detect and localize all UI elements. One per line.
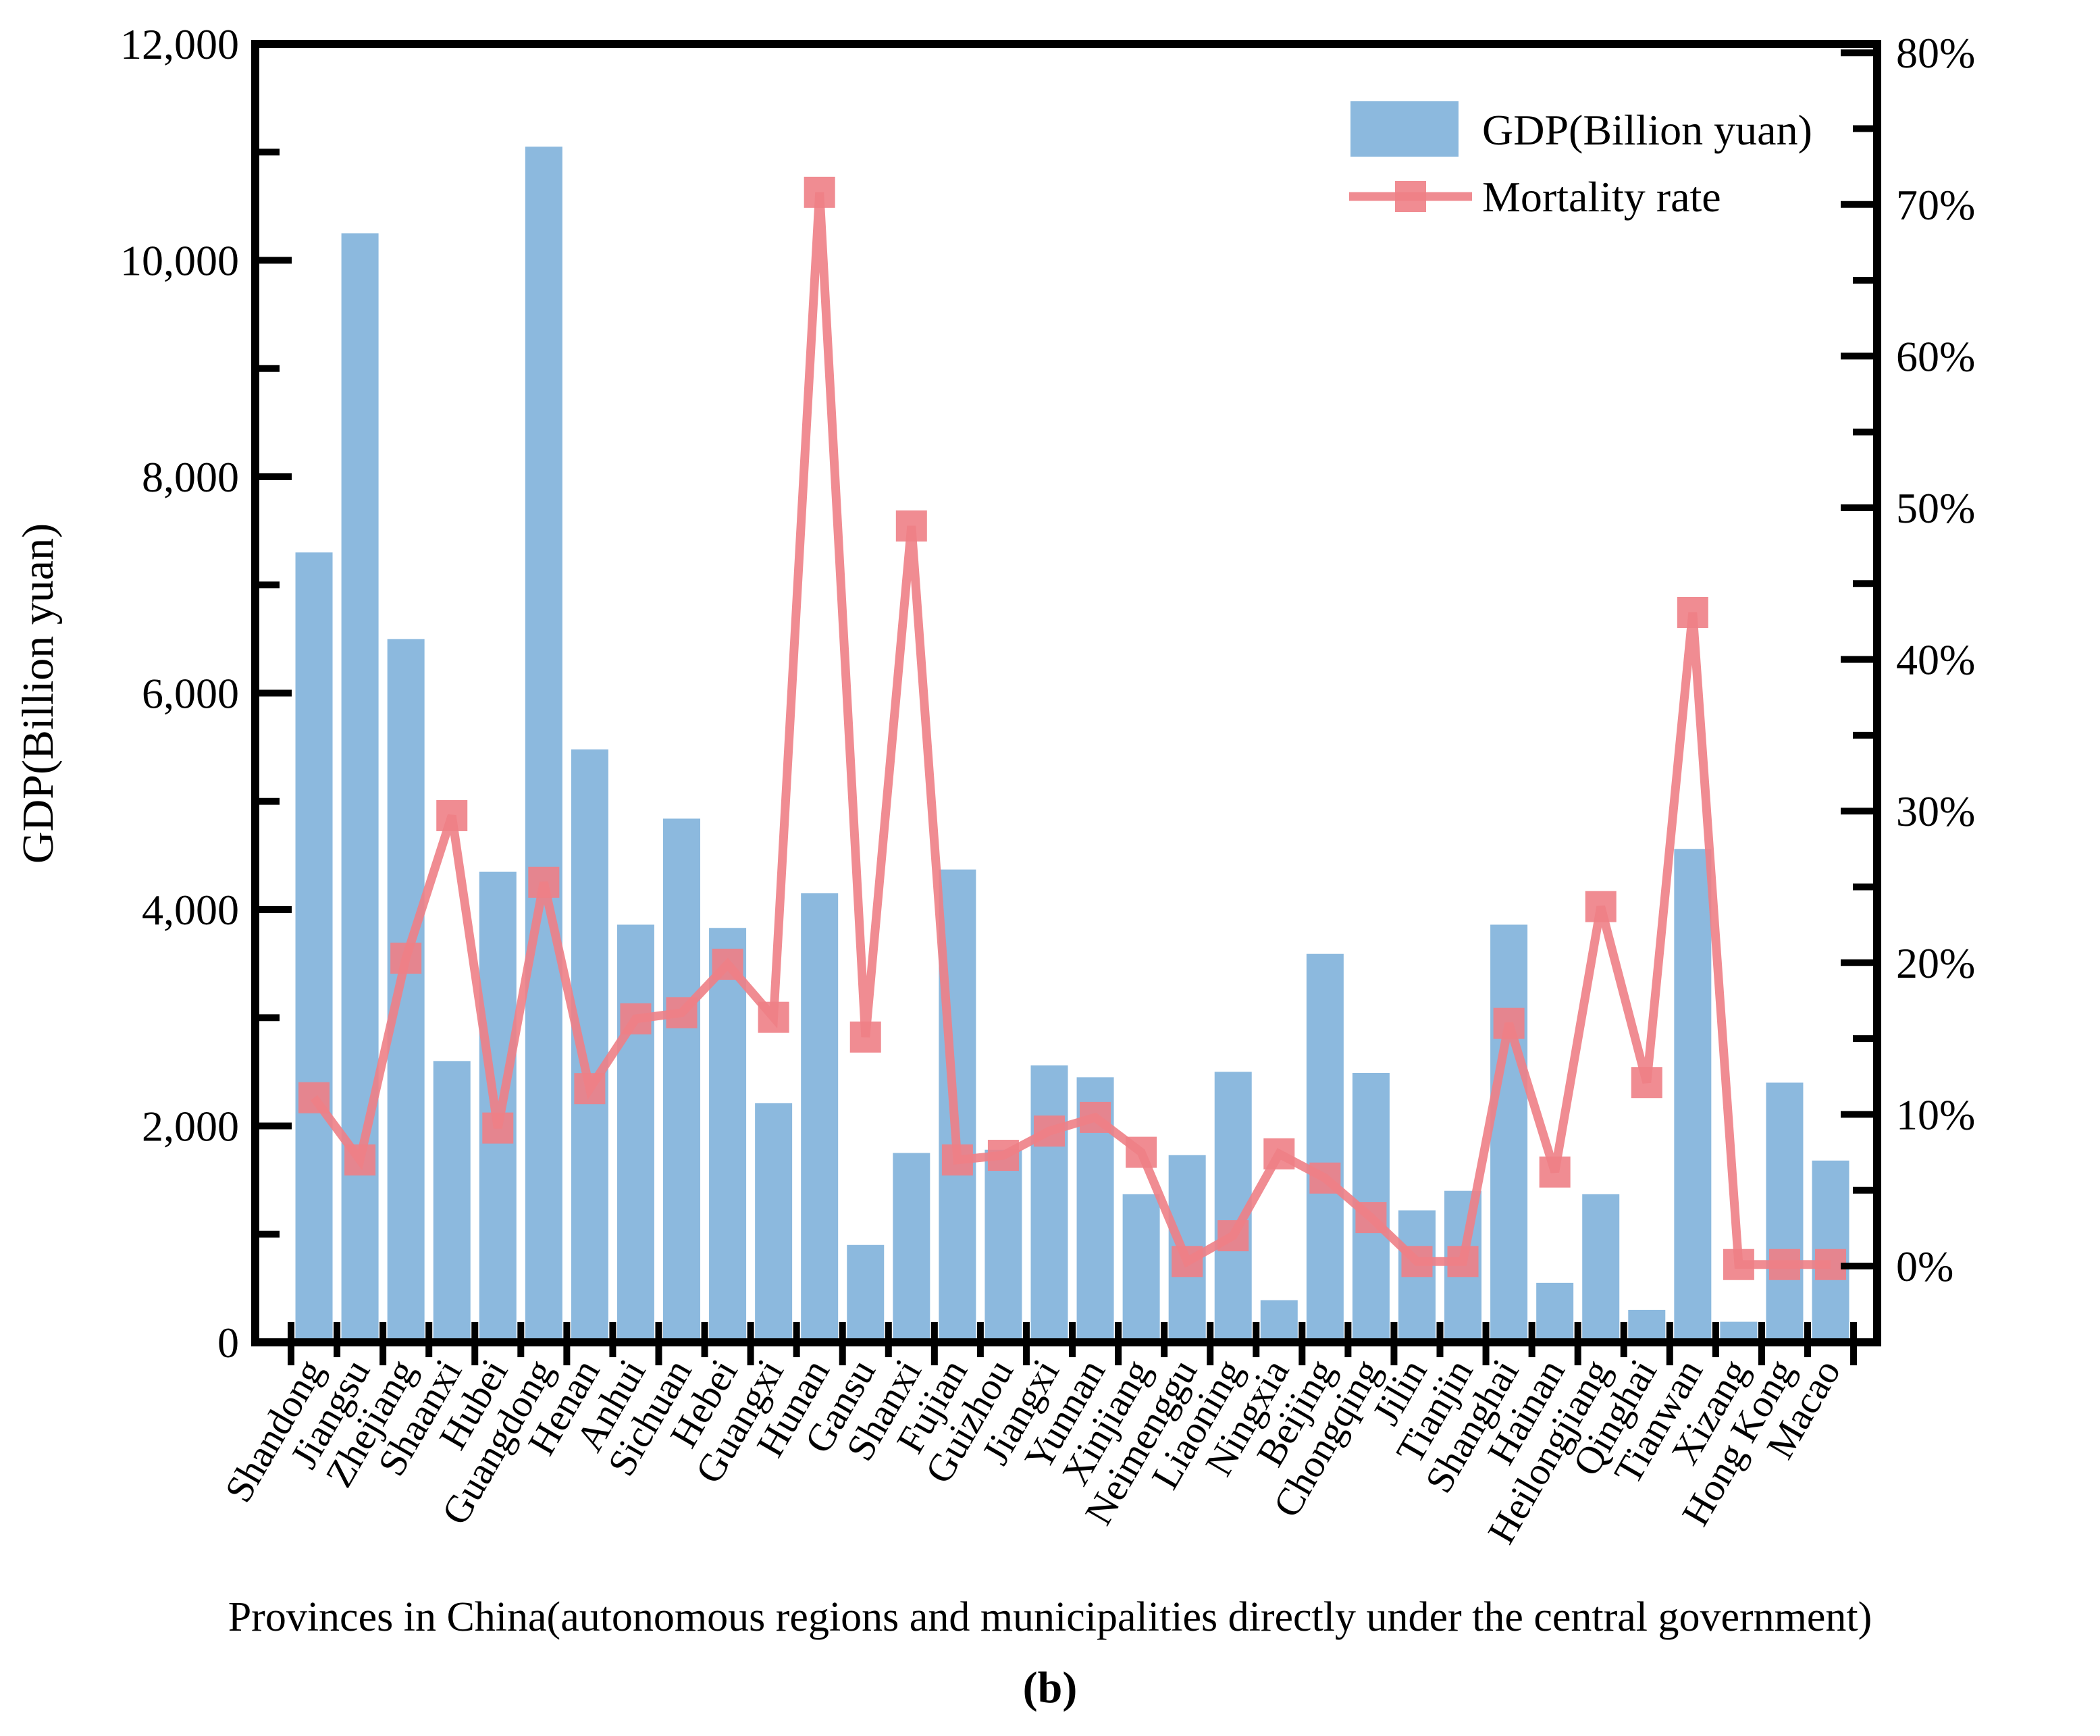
mortality-marker xyxy=(482,1112,514,1144)
left-tick-label: 2,000 xyxy=(142,1103,239,1151)
gdp-bar xyxy=(1536,1282,1574,1342)
mortality-marker xyxy=(1493,1007,1525,1039)
gdp-bar xyxy=(1582,1194,1620,1342)
mortality-marker xyxy=(895,510,927,542)
mortality-marker xyxy=(666,997,698,1028)
gdp-bar xyxy=(1030,1065,1068,1342)
gdp-bar xyxy=(847,1244,885,1342)
gdp-bar xyxy=(801,893,839,1342)
mortality-marker xyxy=(1172,1246,1203,1278)
x-axis-caption: Provinces in China(autonomous regions an… xyxy=(228,1594,1872,1640)
mortality-marker xyxy=(436,799,468,831)
mortality-marker xyxy=(1401,1246,1433,1278)
gdp-bar xyxy=(663,818,701,1342)
mortality-marker xyxy=(620,1003,652,1034)
mortality-marker xyxy=(1585,891,1617,922)
mortality-marker xyxy=(528,866,560,898)
mortality-line-series xyxy=(298,176,1847,1280)
mortality-marker xyxy=(390,943,422,974)
mortality-marker xyxy=(1768,1248,1800,1280)
axes: 0 2,000 4,000 6,000 8,000 10,000 12,000 0% 10% 20… xyxy=(120,20,1975,1367)
left-tick-label: 4,000 xyxy=(142,886,239,934)
right-tick-label: 40% xyxy=(1896,636,1975,684)
mortality-marker xyxy=(1263,1138,1295,1169)
legend-mortality-marker xyxy=(1395,181,1426,212)
gdp-bar xyxy=(525,147,562,1342)
mortality-marker xyxy=(1539,1156,1571,1188)
gdp-bar xyxy=(387,639,425,1342)
mortality-marker xyxy=(344,1144,376,1176)
mortality-marker xyxy=(1631,1067,1662,1099)
legend-gdp-swatch xyxy=(1350,101,1459,157)
gdp-bar xyxy=(433,1061,471,1342)
right-tick-label: 50% xyxy=(1896,484,1975,532)
mortality-marker xyxy=(1677,596,1708,628)
gdp-bar xyxy=(1628,1309,1666,1342)
gdp-bar xyxy=(755,1103,793,1342)
mortality-marker xyxy=(1033,1115,1065,1147)
right-tick-label: 20% xyxy=(1896,939,1975,987)
mortality-line xyxy=(310,192,1831,1269)
left-tick-label: 12,000 xyxy=(120,20,239,68)
mortality-marker xyxy=(849,1021,881,1053)
mortality-marker xyxy=(574,1073,606,1105)
gdp-bar xyxy=(893,1153,930,1342)
mortality-marker xyxy=(987,1140,1019,1172)
mortality-marker xyxy=(1080,1101,1111,1133)
right-tick-label: 10% xyxy=(1896,1090,1975,1138)
right-tick-label: 30% xyxy=(1896,787,1975,835)
legend-mortality-key xyxy=(1349,181,1472,212)
gdp-bar xyxy=(1490,924,1528,1342)
left-tick-label: 6,000 xyxy=(142,670,239,718)
mortality-marker xyxy=(804,176,835,208)
mortality-marker xyxy=(1126,1136,1157,1168)
mortality-marker xyxy=(1723,1248,1754,1280)
mortality-marker xyxy=(1447,1246,1479,1278)
gdp-bar xyxy=(1674,849,1712,1342)
left-axis-title: GDP(Billion yuan) xyxy=(14,523,63,864)
x-category-labels: ShandongJiangsuZhejiangShaanxiHubeiGuang… xyxy=(216,1352,1849,1551)
left-tick-label: 0 xyxy=(217,1319,239,1367)
right-tick-label: 70% xyxy=(1896,181,1975,229)
gdp-bar xyxy=(616,924,654,1342)
gdp-bar xyxy=(985,1149,1022,1342)
gdp-bar xyxy=(341,233,379,1342)
gdp-bars xyxy=(295,147,1849,1342)
mortality-marker xyxy=(1309,1162,1341,1194)
mortality-marker xyxy=(758,1001,789,1033)
legend-gdp-label: GDP(Billion yuan) xyxy=(1482,106,1812,154)
mortality-marker xyxy=(1217,1220,1249,1252)
left-tick-label: 8,000 xyxy=(142,453,239,501)
chart-frame xyxy=(251,40,1881,1346)
left-tick-label: 10,000 xyxy=(120,237,239,285)
mortality-marker xyxy=(941,1144,973,1176)
right-tick-label: 80% xyxy=(1896,29,1975,77)
gdp-bar xyxy=(709,928,747,1342)
mortality-marker xyxy=(712,949,743,980)
gdp-bar xyxy=(295,552,333,1342)
legend: GDP(Billion yuan) Mortality rate xyxy=(1349,101,1812,221)
panel-label: (b) xyxy=(1022,1663,1078,1712)
gdp-bar xyxy=(1766,1082,1804,1342)
legend-mortality-label: Mortality rate xyxy=(1482,173,1721,221)
mortality-marker xyxy=(298,1082,330,1113)
mortality-marker xyxy=(1355,1202,1387,1234)
gdp-bar xyxy=(1306,953,1344,1342)
right-tick-label: 0% xyxy=(1896,1242,1953,1290)
gdp-bar xyxy=(1122,1194,1160,1342)
gdp-bar xyxy=(1260,1300,1298,1342)
right-tick-label: 60% xyxy=(1896,332,1975,380)
